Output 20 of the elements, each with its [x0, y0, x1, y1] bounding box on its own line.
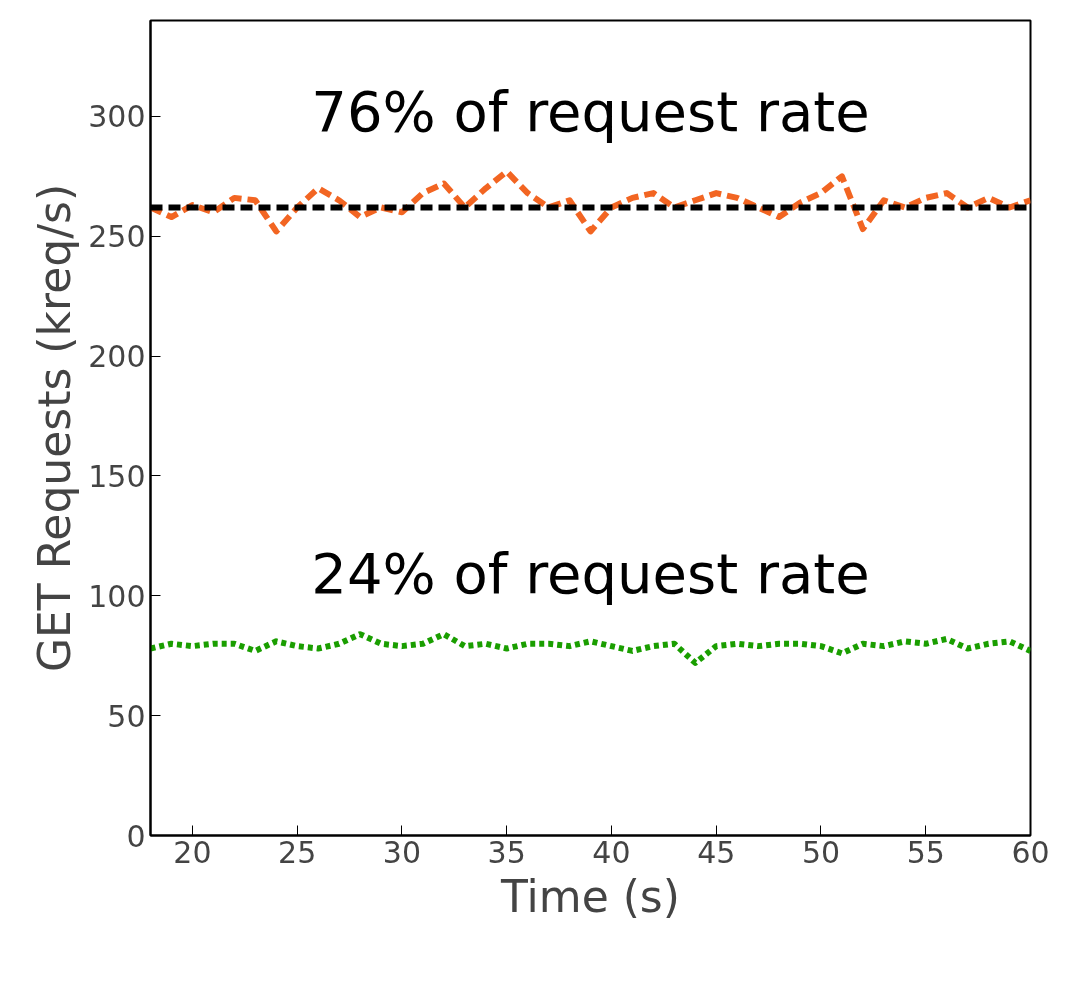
y-tick-label: 300: [88, 99, 146, 135]
x-tick-label: 25: [278, 834, 317, 870]
y-tick-label: 100: [88, 578, 146, 614]
y-axis-title: GET Requests (kreq/s): [29, 183, 81, 673]
y-tick-label: 250: [88, 219, 146, 255]
x-tick-label: 60: [1011, 834, 1050, 870]
x-tick-label: 30: [382, 834, 422, 870]
x-tick-label: 40: [592, 834, 631, 870]
x-axis-title: Time (s): [500, 870, 680, 922]
y-tick-label: 150: [88, 458, 146, 494]
y-tick-label: 200: [88, 339, 146, 375]
annotation: 76% of request rate: [311, 78, 870, 144]
x-tick-label: 55: [906, 834, 945, 870]
x-tick-label: 50: [801, 834, 841, 870]
y-tick-label: 50: [107, 698, 146, 734]
y-tick-label: 0: [126, 818, 146, 854]
x-tick-label: 20: [173, 834, 212, 870]
x-tick-label: 35: [487, 834, 526, 870]
x-tick-label: 45: [697, 834, 736, 870]
annotation: 24% of request rate: [311, 541, 870, 607]
